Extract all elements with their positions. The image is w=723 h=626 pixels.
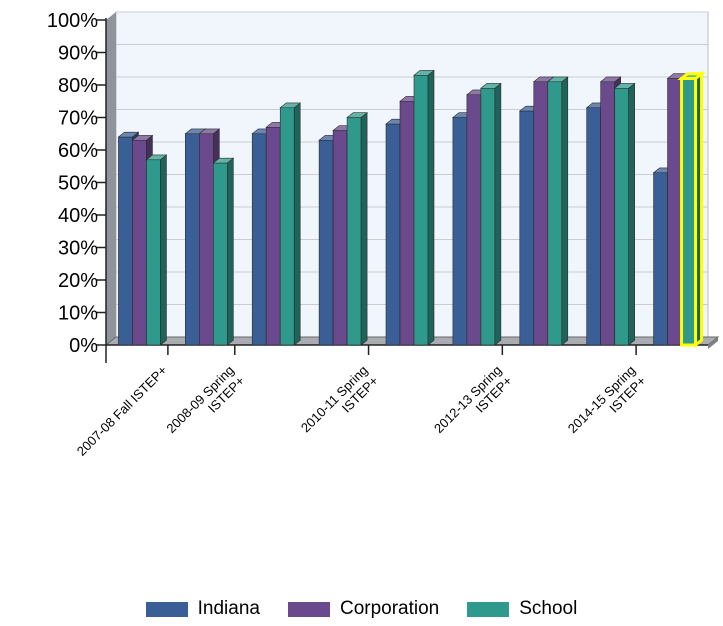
bar-indiana	[185, 133, 200, 346]
x-tick-label: 2010-11 SpringISTEP+	[298, 363, 381, 446]
y-tick-label: 10%	[58, 303, 98, 325]
legend-label-corporation: Corporation	[339, 598, 440, 619]
bar-indiana	[586, 107, 601, 346]
bar-school	[279, 107, 295, 346]
y-tick-label: 20%	[58, 270, 98, 292]
bar-top-school	[480, 83, 502, 89]
chart-svg: 0% 10% 20% 30% 40% 50% 60% 70% 80% 90% 100% 2007-08…	[47, 10, 720, 459]
bar-corporation	[533, 81, 549, 346]
bar-side-school	[694, 70, 704, 349]
bar-indiana	[118, 136, 133, 346]
legend-item-corporation: Corporation	[287, 598, 440, 620]
bar-indiana	[385, 123, 401, 346]
bar-school	[614, 87, 629, 346]
y-tick-label: 40%	[58, 205, 98, 227]
bar-top-school	[346, 112, 368, 118]
bar-indiana	[251, 133, 267, 346]
bar-indiana	[318, 139, 334, 346]
bar-top-corporation	[198, 128, 221, 135]
bar-top-school	[145, 154, 168, 161]
bar-top-corporation	[131, 135, 154, 141]
legend-item-indiana: Indiana	[145, 598, 260, 620]
bar-top-corporation	[599, 76, 622, 83]
y-tick-label: 80%	[58, 75, 98, 97]
bar-side-school	[227, 157, 234, 346]
legend-swatch-school	[467, 601, 510, 617]
bar-indiana	[519, 110, 535, 346]
bar-school	[680, 77, 698, 347]
bar-corporation	[265, 126, 281, 346]
bar-school	[480, 87, 496, 346]
plot-floor-edge	[708, 337, 718, 349]
bar-side-school	[561, 76, 569, 346]
bar-indiana	[653, 172, 668, 346]
legend-swatch-corporation	[287, 601, 330, 617]
bar-side-school	[360, 112, 368, 346]
bar-top-school	[413, 70, 435, 76]
bar-corporation	[600, 81, 615, 346]
bar-side-school	[494, 82, 502, 346]
bar-indiana	[452, 117, 468, 346]
bar-corporation	[132, 139, 147, 346]
bar-school	[213, 162, 228, 346]
x-tick-label: 2007-08 Fall ISTEP+	[74, 363, 170, 459]
bar-corporation	[199, 133, 214, 346]
plot-side-wall	[106, 12, 116, 345]
y-tick-label: 60%	[58, 140, 98, 162]
bar-top-school	[212, 157, 235, 164]
y-tick-label: 0%	[69, 335, 98, 357]
bar-corporation	[667, 78, 682, 346]
bar-top-school	[613, 83, 636, 89]
bar-school	[547, 81, 563, 346]
x-tick-label: 2014-15 SpringISTEP+	[565, 363, 649, 447]
bar-top-school	[279, 102, 302, 109]
y-tick-label: 100%	[47, 10, 98, 32]
legend-label-indiana: Indiana	[197, 598, 260, 619]
legend-label-school: School	[519, 598, 578, 619]
bar-side-school	[293, 102, 301, 346]
bar-side-school	[160, 154, 167, 346]
bar-school	[346, 117, 362, 346]
y-tick-label: 50%	[58, 173, 98, 195]
legend-swatch-indiana	[145, 601, 188, 617]
bar-side-school	[427, 69, 435, 346]
bar-corporation	[332, 130, 348, 346]
bar-top-indiana	[117, 131, 140, 138]
bar-top-school	[546, 76, 569, 83]
y-tick-label: 70%	[58, 108, 98, 130]
legend: Indiana Corporation School	[0, 596, 723, 622]
bar-corporation	[466, 94, 482, 346]
y-tick-label: 90%	[58, 43, 98, 65]
y-tick-label: 30%	[58, 238, 98, 260]
bar-side-school	[628, 82, 635, 346]
x-tick-label: 2008-09 SpringISTEP+	[163, 363, 247, 447]
bar-top-school	[677, 72, 706, 80]
bar-corporation	[399, 100, 415, 346]
legend-item-school: School	[467, 598, 577, 620]
bar-school	[146, 159, 161, 346]
bar-school	[413, 74, 429, 346]
x-tick-label: 2012-13 SpringISTEP+	[431, 363, 515, 447]
